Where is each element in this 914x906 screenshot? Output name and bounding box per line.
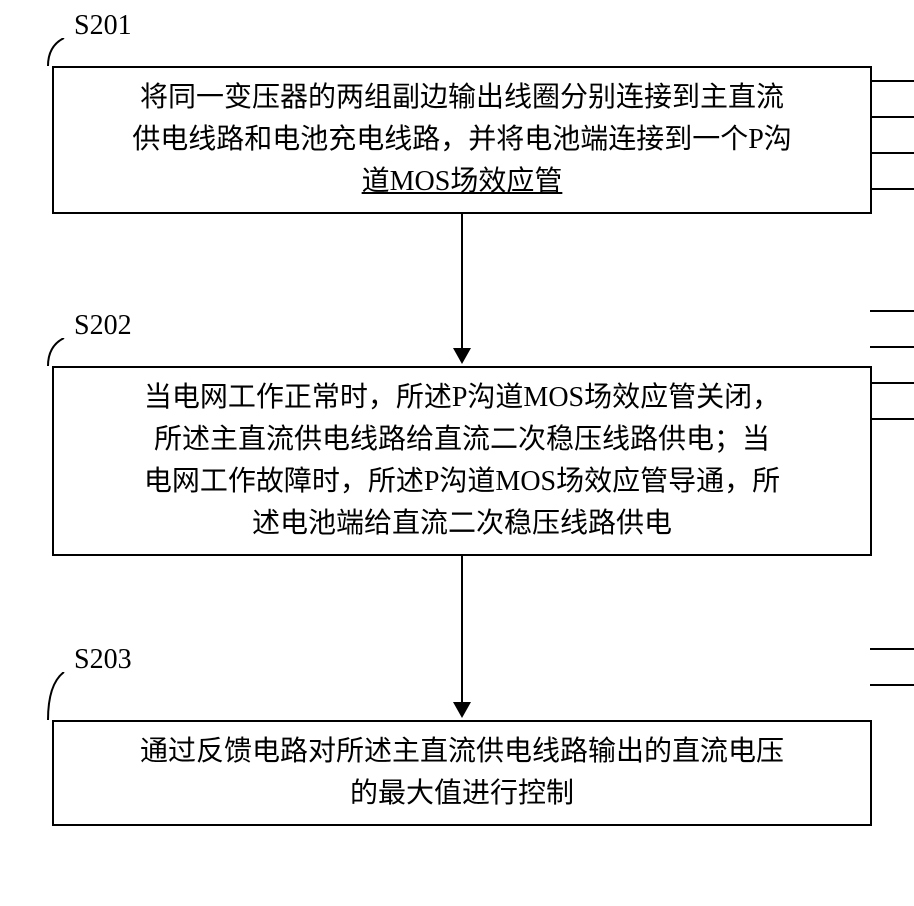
flowchart-container: S201 将同一变压器的两组副边输出线圈分别连接到主直流 供电线路和电池充电线路… [0, 0, 914, 906]
arrow-line-1 [461, 214, 463, 352]
step-box-s202: 当电网工作正常时，所述P沟道MOS场效应管关闭， 所述主直流供电线路给直流二次稳… [52, 366, 872, 556]
hatch-line [870, 152, 914, 154]
hatch-line [870, 310, 914, 312]
step-label-s201: S201 [74, 10, 132, 42]
hatch-line [870, 346, 914, 348]
hatch-line [870, 418, 914, 420]
arrow-head-2 [453, 702, 471, 718]
hatch-line [870, 116, 914, 118]
step-text-s203: 通过反馈电路对所述主直流供电线路输出的直流电压 的最大值进行控制 [140, 731, 784, 815]
step-label-s202: S202 [74, 310, 132, 342]
step-box-s203: 通过反馈电路对所述主直流供电线路输出的直流电压 的最大值进行控制 [52, 720, 872, 826]
arrow-line-2 [461, 556, 463, 706]
step-text-s202: 当电网工作正常时，所述P沟道MOS场效应管关闭， 所述主直流供电线路给直流二次稳… [144, 377, 780, 545]
bracket-curve-s203 [40, 672, 70, 724]
hatch-line [870, 80, 914, 82]
arrow-head-1 [453, 348, 471, 364]
hatch-line [870, 382, 914, 384]
step-box-s201: 将同一变压器的两组副边输出线圈分别连接到主直流 供电线路和电池充电线路，并将电池… [52, 66, 872, 214]
hatch-line [870, 188, 914, 190]
hatch-line [870, 648, 914, 650]
step-text-s201: 将同一变压器的两组副边输出线圈分别连接到主直流 供电线路和电池充电线路，并将电池… [132, 77, 792, 203]
hatch-line [870, 684, 914, 686]
step-label-s203: S203 [74, 644, 132, 676]
